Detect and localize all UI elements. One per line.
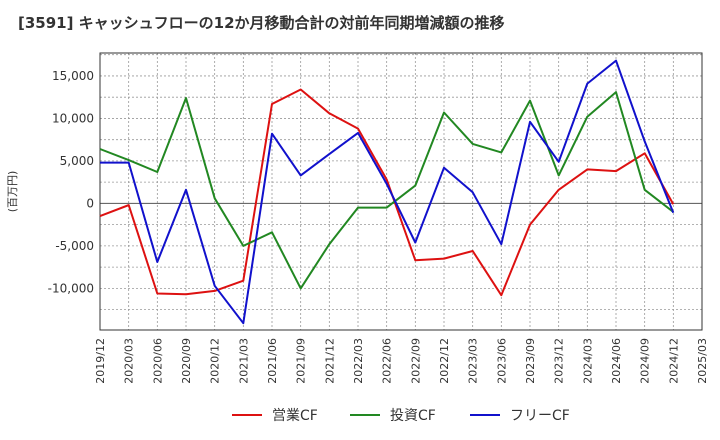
x-tick-label: 2022/09 <box>409 338 422 384</box>
x-tick-label: 2021/06 <box>266 338 279 384</box>
x-tick-label: 2023/03 <box>467 338 480 384</box>
x-tick-label: 2021/03 <box>237 338 250 384</box>
plot-area <box>100 53 702 330</box>
x-tick-label: 2022/06 <box>381 338 394 384</box>
x-tick-label: 2022/12 <box>438 338 451 384</box>
y-tick-label: -10,000 <box>48 281 94 295</box>
x-tick-label: 2020/12 <box>209 338 222 384</box>
x-tick-label: 2023/12 <box>553 338 566 384</box>
x-tick-label: 2023/09 <box>524 338 537 384</box>
y-axis-label: (百万円) <box>6 171 19 213</box>
y-tick-label: 0 <box>86 196 94 210</box>
x-tick-label: 2021/12 <box>323 338 336 384</box>
x-tick-label: 2024/09 <box>639 338 652 384</box>
x-tick-label: 2024/03 <box>581 338 594 384</box>
legend-label: フリーCF <box>510 408 570 424</box>
x-tick-label: 2023/06 <box>495 338 508 384</box>
y-tick-label: 10,000 <box>52 111 94 125</box>
y-tick-label: 15,000 <box>52 69 94 83</box>
y-tick-label: 5,000 <box>60 154 94 168</box>
chart-title: [3591] キャッシュフローの12か月移動合計の対前年同期増減額の推移 <box>18 14 505 32</box>
y-tick-label: -5,000 <box>55 239 94 253</box>
series-line <box>100 59 675 325</box>
x-tick-label: 2020/09 <box>180 338 193 384</box>
x-tick-label: 2019/12 <box>94 338 107 384</box>
legend-label: 営業CF <box>272 408 318 424</box>
legend-label: 投資CF <box>390 408 436 424</box>
x-tick-label: 2021/09 <box>295 338 308 384</box>
x-tick-label: 2024/12 <box>667 338 680 384</box>
series-line <box>99 88 675 297</box>
x-tick-label: 2022/03 <box>352 338 365 384</box>
x-tick-label: 2025/03 <box>696 338 709 384</box>
x-tick-label: 2020/06 <box>151 338 164 384</box>
plot-frame <box>99 52 703 331</box>
x-tick-label: 2024/06 <box>610 338 623 384</box>
series-line <box>99 91 674 290</box>
x-tick-label: 2020/03 <box>123 338 136 384</box>
